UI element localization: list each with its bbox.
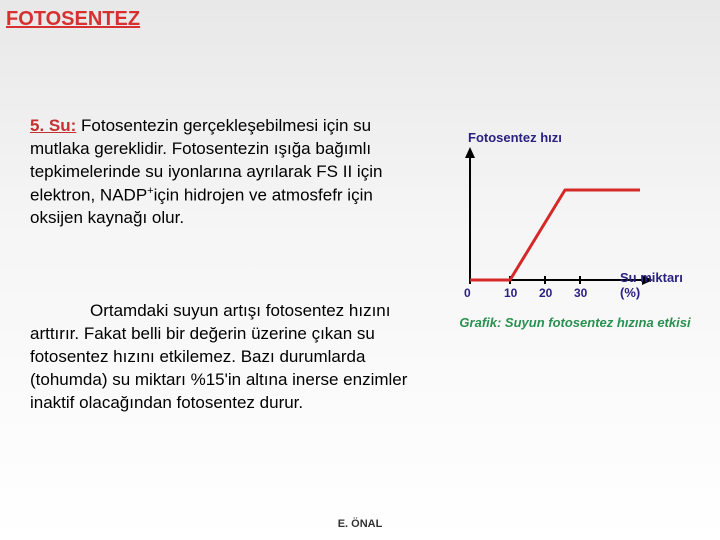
footer-author: E. ÖNAL (0, 518, 720, 530)
chart-container: Fotosentez hızı Su miktarı (%) 0102030 G… (440, 130, 700, 330)
para1-heading: 5. Su: (30, 116, 76, 135)
chart-caption: Grafik: Suyun fotosentez hızına etkisi (445, 315, 705, 330)
para2-text: Ortamdaki suyun artışı fotosentez hızını… (30, 301, 407, 412)
page-title: FOTOSENTEZ (6, 8, 140, 31)
paragraph-2: Ortamdaki suyun artışı fotosentez hızını… (30, 300, 420, 415)
chart-tick-label: 10 (504, 286, 517, 300)
chart-y-label: Fotosentez hızı (468, 130, 562, 145)
chart-tick-label: 0 (464, 286, 471, 300)
paragraph-1: 5. Su: Fotosentezin gerçekleşebilmesi iç… (30, 115, 420, 230)
chart-tick-label: 30 (574, 286, 587, 300)
chart-tick-label: 20 (539, 286, 552, 300)
chart-x-label: Su miktarı (%) (620, 270, 700, 300)
